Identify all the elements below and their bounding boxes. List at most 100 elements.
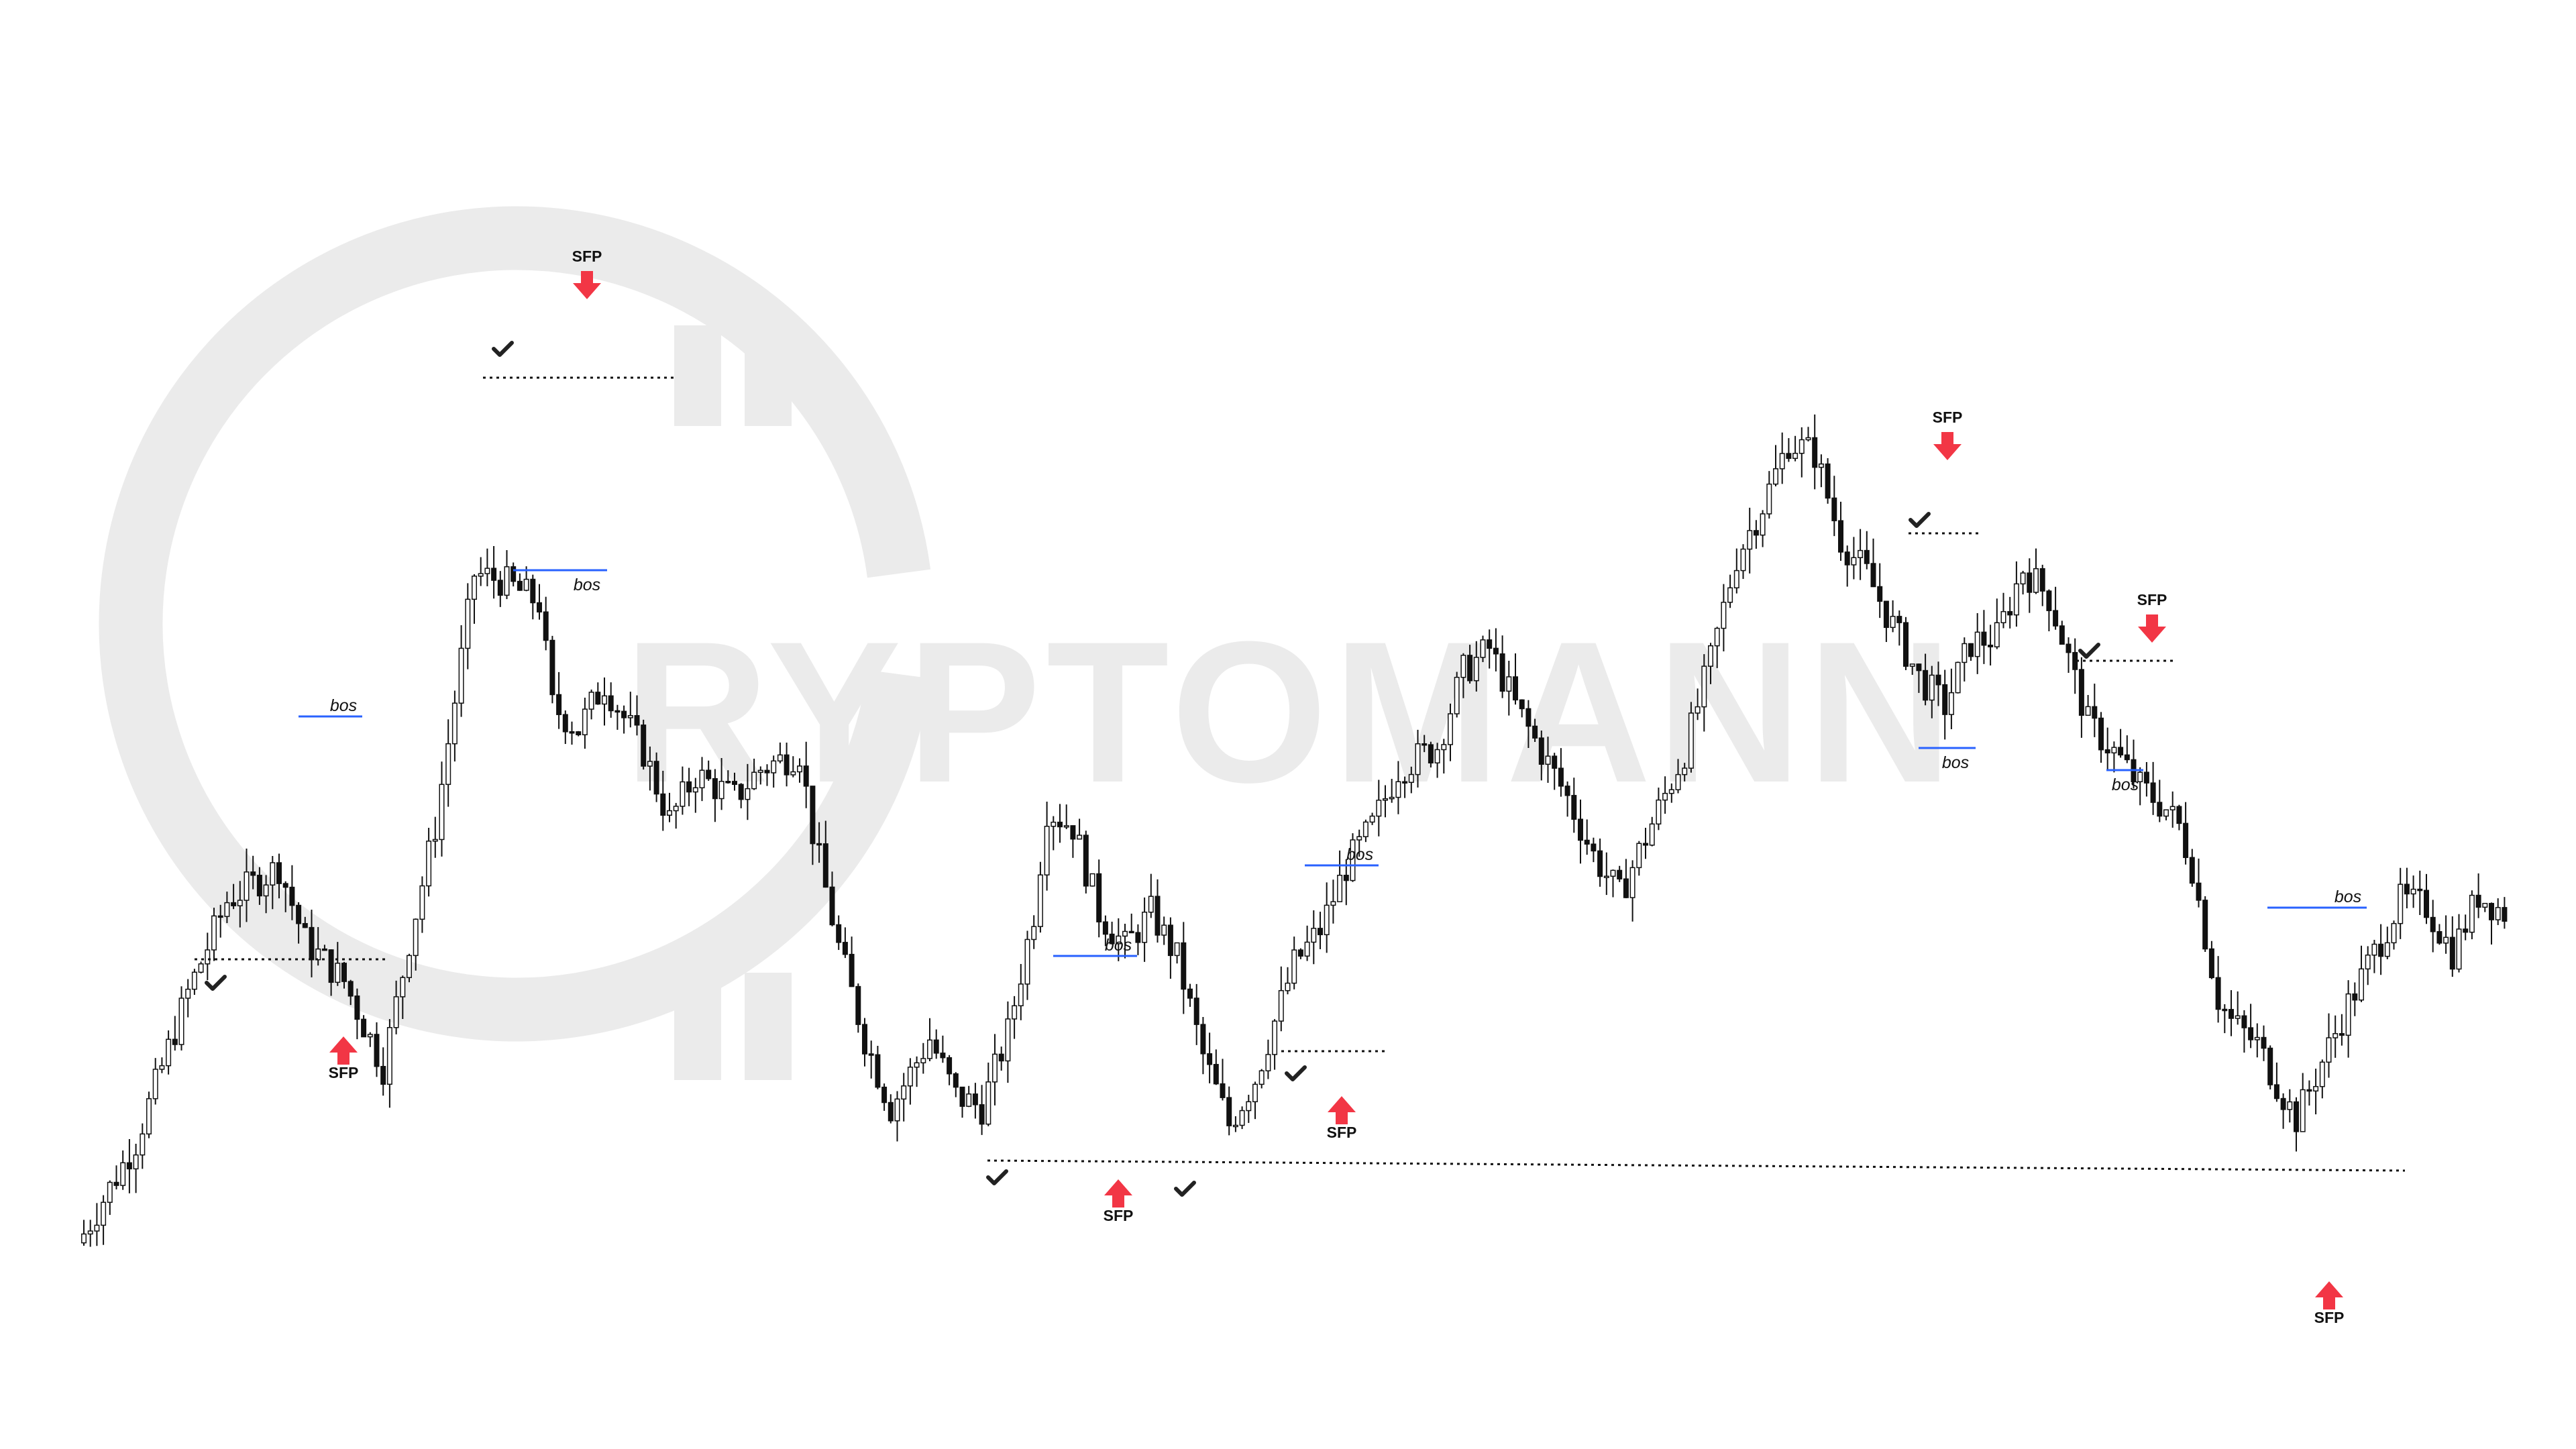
candle: [1083, 830, 1089, 894]
arrow-down-icon: [573, 271, 601, 299]
candle: [367, 1032, 373, 1047]
bull-candle-body: [81, 1233, 87, 1244]
candle: [2463, 914, 2469, 941]
bull-candle-body: [1545, 755, 1551, 765]
bear-candle-body: [1493, 647, 1499, 655]
candle: [517, 573, 523, 591]
bull-candle-body: [751, 771, 757, 790]
candle: [1786, 438, 1792, 462]
candle: [1721, 584, 1727, 652]
bull-candle-body: [1376, 800, 1382, 817]
bull-candle-body: [244, 871, 250, 901]
candle: [692, 777, 698, 813]
candle: [1656, 788, 1662, 830]
candle: [816, 822, 822, 863]
bear-candle-body: [810, 786, 816, 845]
candle: [2424, 873, 2429, 924]
bear-candle-body: [653, 761, 659, 795]
candle: [439, 761, 445, 857]
candle: [1395, 761, 1401, 814]
candle: [1278, 966, 1284, 1032]
watermark: RYPTOMANN: [99, 206, 1953, 1080]
candle: [797, 758, 802, 783]
candle: [1376, 780, 1382, 837]
candle: [152, 1058, 158, 1105]
bear-candle-body: [842, 942, 848, 955]
candle: [875, 1046, 881, 1089]
bear-candle-body: [2280, 1097, 2286, 1110]
bull-candle-body: [2313, 1085, 2319, 1092]
candle: [907, 1058, 913, 1105]
candle: [1246, 1094, 1252, 1123]
candle: [87, 1220, 93, 1247]
bear-candle-body: [621, 710, 627, 718]
bull-candle-body: [386, 1027, 392, 1085]
candle: [790, 756, 796, 777]
candle: [244, 848, 250, 922]
bull-candle-body: [1760, 513, 1766, 536]
bear-candle-body: [576, 731, 582, 736]
candle: [1974, 612, 1980, 674]
candle: [2345, 980, 2351, 1058]
candle: [920, 1042, 926, 1074]
candle: [335, 942, 341, 986]
candle: [1070, 825, 1076, 858]
bear-candle-body: [1181, 942, 1187, 990]
bull-candle-body: [673, 806, 679, 812]
bull-candle-body: [777, 754, 783, 762]
bull-candle-body: [1304, 941, 1310, 957]
candle: [1623, 859, 1629, 898]
bear-candle-body: [1552, 755, 1558, 769]
bull-candle-body: [159, 1065, 165, 1070]
bear-candle-body: [2059, 625, 2065, 645]
bear-candle-body: [608, 695, 614, 712]
candle: [673, 802, 679, 829]
bull-candle-body: [992, 1053, 998, 1083]
bear-candle-body: [1942, 684, 1948, 715]
bear-candle-body: [2241, 1015, 2247, 1028]
bull-candle-body: [2013, 583, 2019, 616]
bull-candle-body: [205, 949, 211, 965]
bull-candle-body: [1773, 468, 1778, 485]
candle: [1037, 861, 1043, 933]
candle: [1649, 816, 1655, 847]
candle: [1929, 665, 1935, 718]
candle: [198, 961, 204, 974]
bull-candle-body: [692, 787, 698, 793]
candle: [868, 1040, 874, 1079]
bull-candle-body: [445, 743, 451, 786]
bear-candle-body: [2053, 610, 2059, 627]
candle: [1116, 918, 1122, 961]
candle: [1883, 600, 1889, 643]
bear-candle-body: [2065, 643, 2072, 653]
bull-candle-body: [914, 1062, 920, 1068]
bull-candle-body: [1024, 938, 1030, 985]
candle: [328, 949, 334, 996]
candle: [341, 961, 347, 989]
candle: [1362, 819, 1368, 843]
bear-candle-body: [1988, 645, 1994, 647]
bull-candle-body: [1480, 639, 1486, 658]
bear-candle-body: [836, 924, 842, 943]
bear-candle-body: [1571, 795, 1577, 820]
candle: [458, 625, 464, 717]
bull-candle-body: [2326, 1037, 2332, 1063]
bear-candle-body: [732, 781, 737, 786]
candle: [537, 584, 542, 620]
bull-candle-body: [1695, 706, 1701, 714]
candle: [224, 892, 230, 924]
candle: [511, 562, 517, 587]
bear-candle-body: [803, 765, 809, 787]
bear-candle-body: [1102, 921, 1108, 935]
bull-candle-body: [1356, 836, 1362, 841]
bull-candle-body: [133, 1154, 139, 1170]
bear-candle-body: [2092, 706, 2098, 719]
candle: [745, 763, 751, 820]
bull-candle-body: [1714, 627, 1720, 647]
bear-candle-body: [302, 922, 308, 928]
candle: [1812, 414, 1818, 490]
bear-candle-body: [829, 886, 835, 926]
candle: [992, 1034, 998, 1106]
candle: [667, 792, 672, 822]
bull-candle-body: [120, 1162, 126, 1186]
